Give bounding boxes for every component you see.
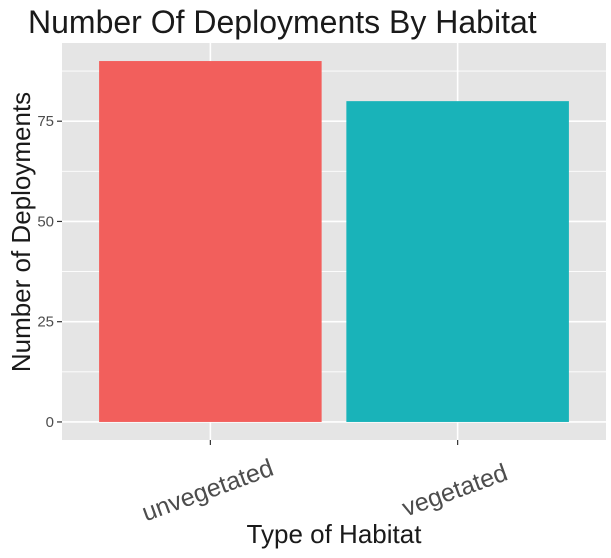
bar-unvegetated — [99, 61, 322, 422]
x-axis-title: Type of Habitat — [247, 519, 423, 549]
bar-vegetated — [346, 101, 569, 422]
bars — [99, 61, 569, 422]
y-tick-label: 75 — [37, 113, 54, 130]
y-axis-ticks: 0 25 50 75 — [37, 113, 62, 431]
y-axis-title: Number of Deployments — [6, 92, 36, 372]
y-tick-label: 25 — [37, 314, 54, 331]
y-tick-label: 0 — [46, 414, 54, 431]
chart-title: Number Of Deployments By Habitat — [28, 4, 537, 40]
y-tick-label: 50 — [37, 213, 54, 230]
